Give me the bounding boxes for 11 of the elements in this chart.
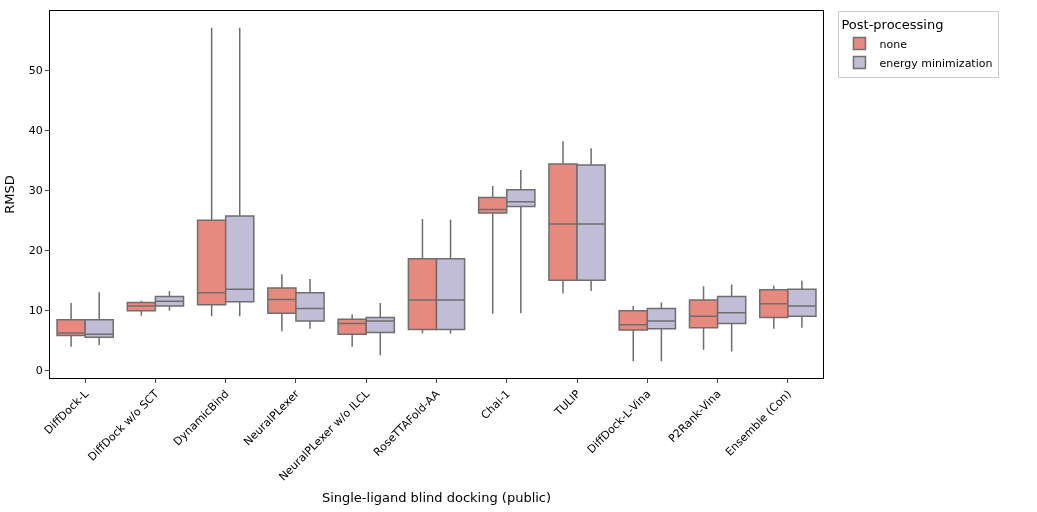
x-axis-title: Single-ligand blind docking (public) — [321, 489, 552, 505]
legend-label: energy minimization — [879, 56, 993, 70]
y-tick-label: 40 — [28, 124, 43, 138]
y-tick-label: 30 — [28, 184, 43, 198]
y-tick-label: 10 — [28, 304, 43, 318]
legend-label: none — [879, 37, 908, 51]
y-tick-label: 0 — [35, 364, 43, 378]
legend-title: Post-processing — [841, 16, 944, 32]
y-tick-label: 20 — [28, 244, 43, 258]
y-axis-title: RMSD — [2, 175, 17, 214]
y-tick-label: 50 — [28, 64, 43, 78]
